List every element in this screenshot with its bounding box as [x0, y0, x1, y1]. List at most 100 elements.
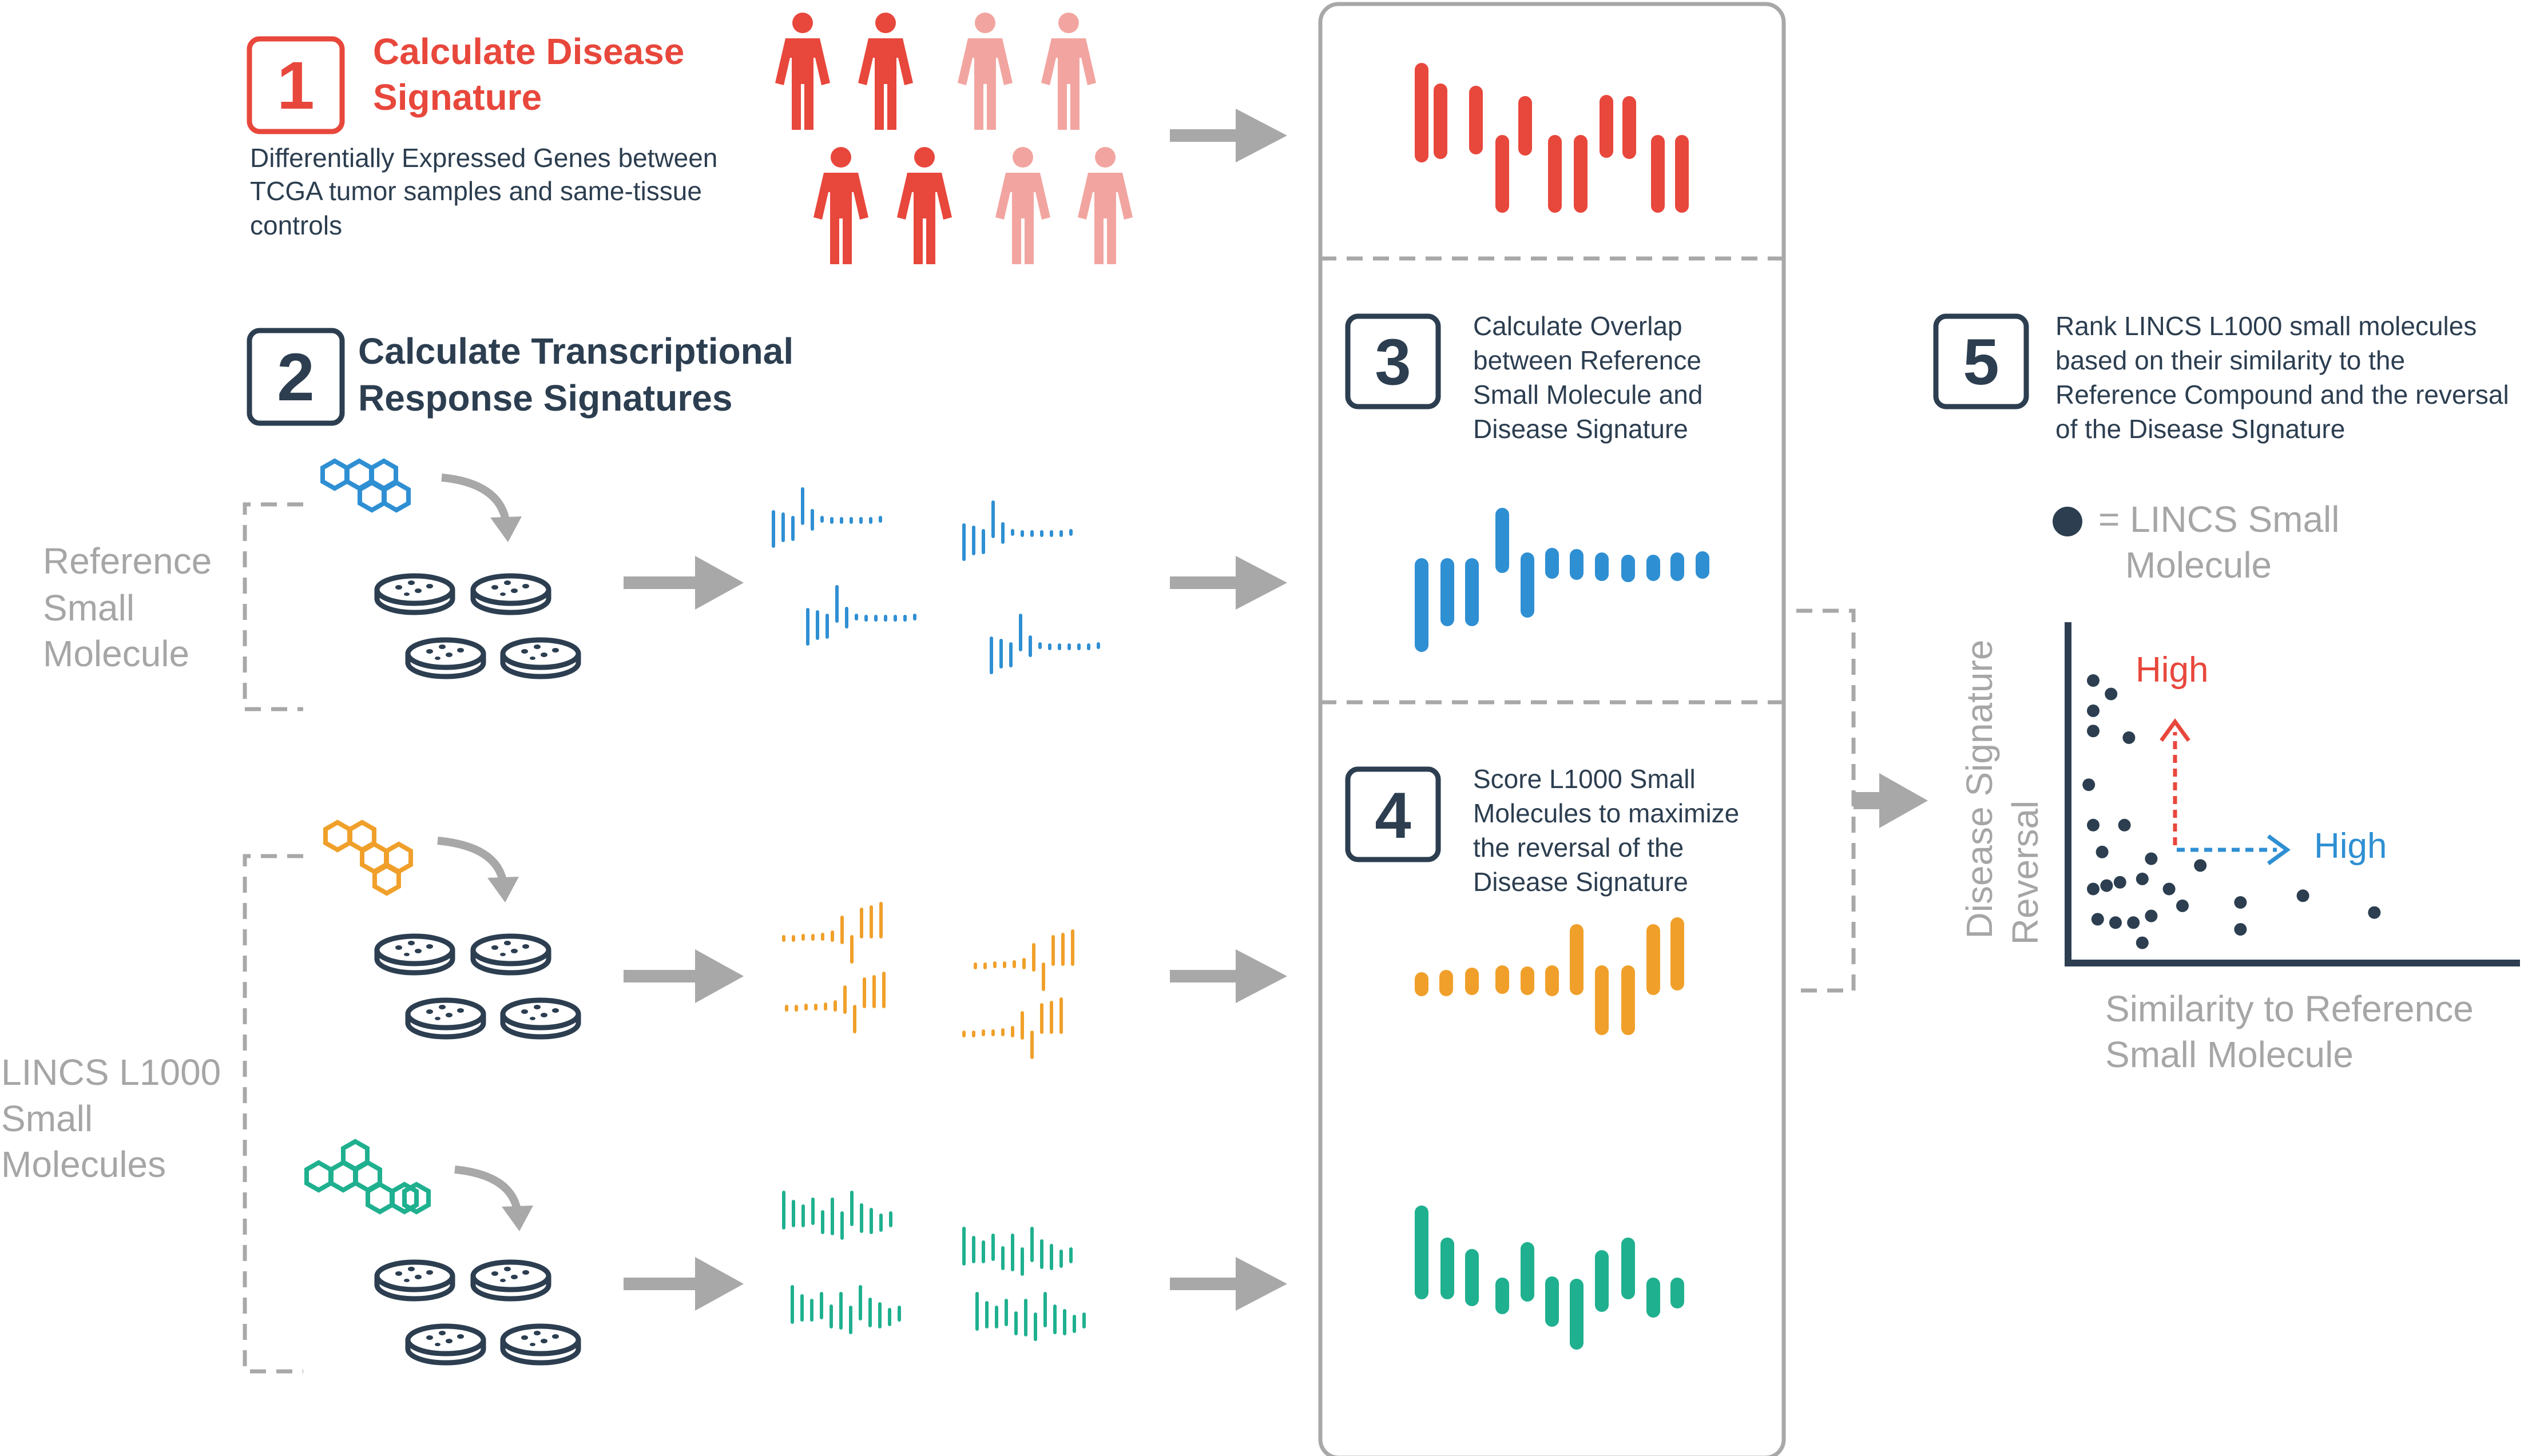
x-axis-label-line1: Similarity to Reference: [2105, 988, 2474, 1029]
legend-line2: Molecule: [2125, 544, 2272, 586]
arrow-right-icon: [1170, 556, 1287, 610]
central-panel: [1318, 2, 1786, 1456]
step5-text-line4: of the Disease SIgnature: [2055, 414, 2345, 444]
step4-number-box: [1345, 766, 1441, 862]
scatter-point: [2234, 896, 2247, 909]
lincs-bracket: [243, 854, 303, 1374]
scatter-point: [2162, 882, 2176, 896]
scatter-point: [2127, 916, 2140, 929]
scatter-point: [2096, 845, 2109, 858]
high-x-arrow-head: [2267, 834, 2291, 865]
scatter-point: [2296, 889, 2309, 902]
step3-text-line1: Calculate Overlap: [1473, 311, 1682, 341]
scatter-point: [2194, 859, 2207, 872]
scatter-point: [2136, 936, 2149, 949]
step5-text-line3: Reference Compound and the reversal: [2055, 380, 2509, 409]
scatter-point: [2087, 704, 2100, 717]
step4-number: 4: [1375, 779, 1411, 852]
scatter-point: [2145, 909, 2158, 922]
person-icon: [958, 13, 1013, 130]
person-icon: [775, 13, 830, 130]
petri-dish-icon: [377, 936, 453, 973]
scatter-point: [2091, 913, 2104, 926]
person-icon: [1078, 147, 1133, 264]
arrow-right-icon: [1170, 109, 1287, 162]
step1-number: 1: [277, 48, 315, 124]
step5-text-line2: based on their similarity to the: [2055, 345, 2405, 375]
arrow-right-icon: [624, 556, 744, 610]
scatter-point: [2087, 882, 2100, 896]
scatter-point: [2087, 674, 2100, 687]
lincs-label-line1: LINCS L1000: [1, 1052, 221, 1093]
person-icon: [858, 13, 913, 130]
panel-output-bracket: [1796, 608, 1856, 993]
scatter-point: [2109, 916, 2122, 929]
high-y-label: High: [2136, 650, 2209, 690]
curved-arrow-icon: [437, 837, 519, 902]
curved-arrow-icon: [441, 474, 522, 542]
scatter-point: [2145, 852, 2158, 865]
people-group: [775, 13, 1133, 264]
petri-dish-icon: [408, 640, 483, 677]
step4-text-line1: Score L1000 Small: [1473, 764, 1696, 794]
person-icon: [995, 147, 1050, 264]
legend-dot: [2053, 507, 2082, 536]
petri-dish-icon: [377, 576, 453, 612]
step4-text-line3: the reversal of the: [1473, 833, 1684, 862]
dish-group-lincs-2: [377, 1262, 578, 1363]
arrow-right-icon: [624, 949, 744, 1003]
high-y-arrow-head: [2160, 718, 2190, 742]
lincs-label-line2: Small: [1, 1098, 93, 1139]
step1-desc-line2: TCGA tumor samples and same-tissue: [250, 176, 702, 206]
reference-label-line2: Small: [43, 587, 134, 628]
dish-group-reference: [377, 576, 578, 677]
lincs-signature-bars-1: [1415, 917, 1684, 1035]
reference-label-line3: Molecule: [43, 633, 189, 674]
arrow-right-icon: [1170, 949, 1287, 1003]
person-icon: [813, 147, 868, 264]
scatter-point: [2087, 725, 2100, 738]
lincs-response-signatures-2: [782, 1191, 1086, 1341]
lincs-label-line3: Molecules: [1, 1144, 166, 1185]
scatter-point: [2087, 818, 2100, 832]
hexagon-molecule-icon: [323, 461, 408, 510]
scatter-points: [2082, 674, 2381, 949]
step2-title-line1: Calculate Transcriptional: [358, 331, 793, 372]
step3-text-line4: Disease Signature: [1473, 414, 1688, 444]
y-axis-label-line2: Reversal: [2005, 801, 2046, 945]
petri-dish-icon: [408, 1326, 483, 1363]
step5-text-line1: Rank LINCS L1000 small molecules: [2055, 311, 2477, 341]
reference-signature-bars: [1415, 508, 1709, 652]
person-icon: [897, 147, 952, 264]
reference-label-line1: Reference: [43, 540, 212, 582]
arrow-right-icon: [1854, 773, 1928, 828]
step1-desc-line1: Differentially Expressed Genes between: [250, 143, 717, 173]
dish-group-lincs-1: [377, 936, 578, 1037]
scatter-point: [2234, 923, 2247, 936]
lincs-response-signatures-1: [782, 902, 1074, 1059]
step1-number-box: [247, 36, 345, 134]
curved-arrow-icon: [454, 1165, 533, 1231]
reference-bracket: [243, 502, 303, 711]
petri-dish-icon: [377, 1262, 453, 1299]
step3-number: 3: [1375, 326, 1411, 399]
step4-text-line4: Disease Signature: [1473, 867, 1688, 897]
step3-text-line3: Small Molecule and: [1473, 380, 1702, 409]
reference-response-signatures: [772, 487, 1100, 674]
high-x-label: High: [2314, 826, 2387, 866]
hexagon-molecule-icon: [326, 822, 411, 893]
disease-signature-bars: [1415, 63, 1689, 213]
step1-title-line1: Calculate Disease: [373, 31, 684, 72]
lincs-signature-bars-2: [1415, 1206, 1684, 1350]
hexagon-molecule-icon: [307, 1141, 428, 1212]
step2-number-box: [247, 328, 345, 426]
scatter-plot: High High Disease Signature Reversal Sim…: [1959, 622, 2520, 1075]
scatter-point: [2118, 818, 2131, 832]
scatter-point: [2136, 872, 2149, 885]
step4-text-line2: Molecules to maximize: [1473, 798, 1739, 828]
scatter-point: [2082, 778, 2096, 791]
arrow-right-icon: [1170, 1257, 1287, 1311]
petri-dish-icon: [503, 1326, 578, 1363]
petri-dish-icon: [408, 1000, 483, 1037]
